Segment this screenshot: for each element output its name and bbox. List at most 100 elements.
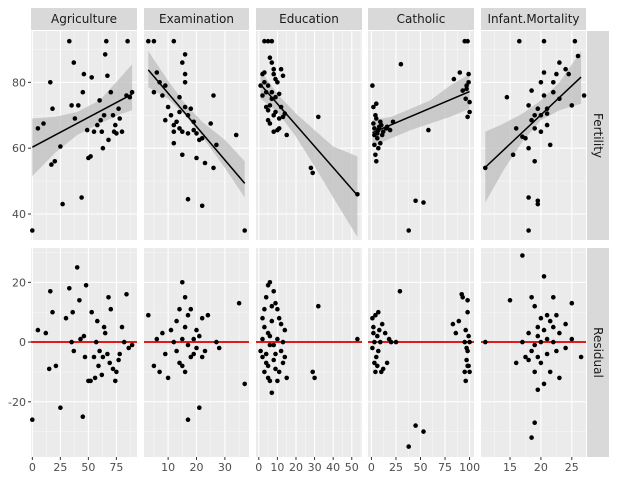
regression-line-education (260, 84, 358, 196)
data-point (465, 309, 470, 315)
data-point (551, 324, 556, 330)
data-point (101, 113, 107, 118)
data-point (194, 345, 199, 351)
data-point (273, 94, 278, 100)
data-point (236, 300, 242, 306)
data-point (463, 327, 469, 333)
data-point (202, 160, 208, 166)
data-point (171, 122, 177, 128)
data-point (398, 61, 404, 67)
row-label-fertility: Fertility (591, 113, 605, 158)
data-point (105, 73, 110, 79)
data-point (157, 369, 162, 375)
data-point (532, 113, 537, 118)
data-point (462, 369, 468, 375)
data-point (466, 80, 471, 85)
data-point (483, 165, 488, 171)
data-point (282, 111, 288, 116)
data-point (41, 121, 46, 126)
data-point (532, 303, 537, 309)
data-point (260, 315, 265, 321)
facet-label-education: Education (279, 12, 339, 26)
data-point (547, 369, 553, 375)
data-point (578, 354, 584, 360)
data-point (569, 336, 575, 342)
data-point (526, 103, 531, 108)
data-point (205, 312, 211, 318)
data-point (276, 91, 282, 97)
data-point (557, 96, 562, 102)
data-point (523, 136, 528, 141)
data-point (50, 309, 55, 315)
data-point (43, 330, 49, 336)
data-point (538, 315, 544, 321)
data-point (532, 342, 537, 348)
data-point (260, 93, 265, 98)
data-point (262, 306, 267, 312)
data-point (467, 369, 472, 375)
data-point (388, 339, 394, 345)
data-point (280, 73, 286, 79)
facet-label-agriculture: Agriculture (51, 12, 117, 26)
data-point (84, 127, 90, 133)
data-point (129, 342, 135, 348)
data-point (460, 295, 466, 300)
data-point (151, 38, 157, 44)
data-point (30, 417, 35, 423)
data-point (276, 369, 282, 375)
data-point (275, 378, 280, 384)
data-point (569, 300, 575, 306)
x-tick-label: 30 (218, 461, 232, 474)
data-point (535, 201, 541, 207)
data-point (271, 357, 277, 363)
data-point (180, 363, 185, 369)
data-point (453, 330, 459, 336)
data-point (242, 381, 247, 387)
data-point (462, 339, 468, 345)
data-point (177, 306, 182, 312)
data-point (154, 336, 160, 342)
data-point (538, 80, 544, 85)
data-point (106, 295, 111, 300)
data-point (276, 126, 282, 131)
data-point (273, 109, 278, 115)
data-point (101, 324, 107, 330)
data-point (517, 38, 522, 44)
data-point (197, 333, 202, 339)
data-point (211, 93, 216, 98)
data-point (202, 348, 208, 354)
data-point (541, 70, 547, 75)
data-point (535, 387, 541, 393)
x-tick-label: 20 (190, 461, 204, 474)
data-point (110, 113, 116, 118)
data-point (114, 131, 119, 136)
data-point (355, 192, 360, 197)
facet-label-examination: Examination (159, 12, 234, 26)
data-point (267, 103, 273, 108)
data-point (104, 38, 109, 44)
axes: 0 25 50 75 10 20 30 0 10 20 30 40 50 0 25 50 75 100 15 20 25… (8, 76, 579, 474)
data-point (529, 117, 534, 123)
data-point (89, 309, 94, 315)
data-point (171, 38, 177, 44)
data-point (171, 339, 177, 345)
regression-line-infant-mortality (484, 76, 582, 168)
data-point (382, 330, 388, 336)
data-point (48, 289, 53, 294)
data-point (538, 113, 544, 118)
data-point (316, 303, 321, 309)
data-point (483, 339, 488, 345)
data-point (413, 198, 418, 204)
data-point (312, 375, 317, 381)
data-point (188, 306, 194, 312)
data-point (316, 114, 321, 120)
data-point (526, 330, 531, 336)
data-point (263, 89, 269, 95)
data-point (180, 336, 185, 342)
x-tick-label: 25 (565, 461, 579, 474)
data-point (185, 113, 191, 118)
data-point (541, 38, 547, 44)
data-point (535, 198, 541, 204)
data-point (127, 94, 133, 100)
data-point (378, 140, 383, 146)
